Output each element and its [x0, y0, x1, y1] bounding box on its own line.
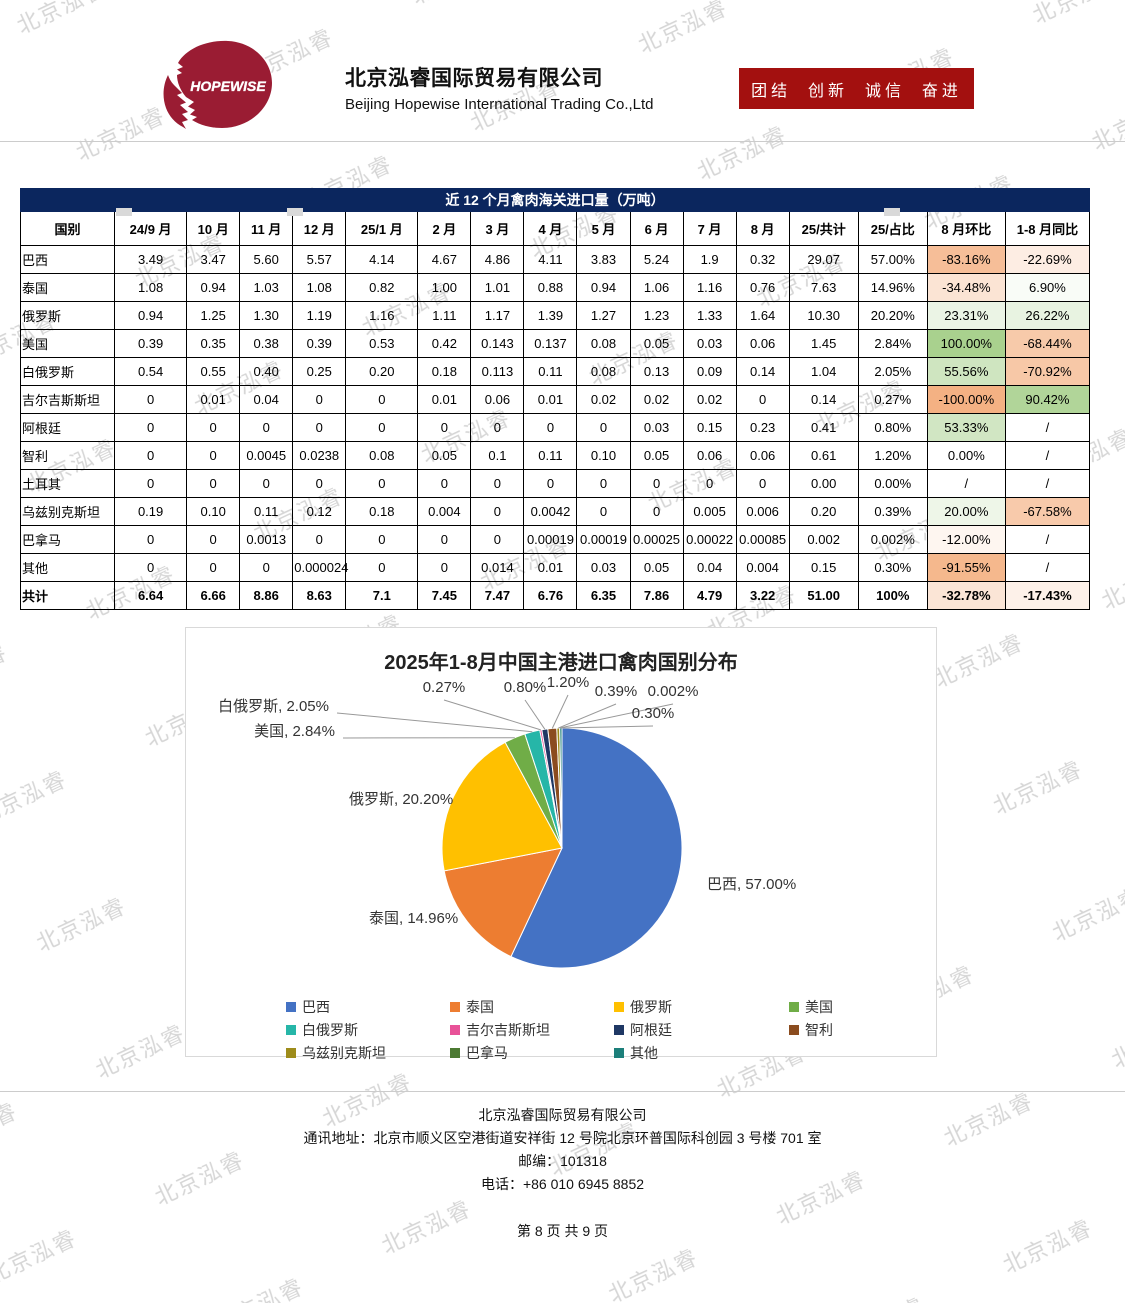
svg-text:0.30%: 0.30%: [632, 705, 675, 722]
svg-text:美国, 2.84%: 美国, 2.84%: [254, 723, 335, 740]
svg-text:0.002%: 0.002%: [648, 683, 699, 700]
svg-text:0.39%: 0.39%: [595, 683, 638, 700]
svg-text:泰国, 14.96%: 泰国, 14.96%: [369, 910, 458, 927]
svg-text:白俄罗斯, 2.05%: 白俄罗斯, 2.05%: [218, 698, 329, 715]
svg-text:0.80%: 0.80%: [504, 679, 547, 696]
svg-text:巴西, 57.00%: 巴西, 57.00%: [707, 876, 796, 893]
svg-text:1.20%: 1.20%: [547, 675, 590, 691]
svg-text:0.27%: 0.27%: [423, 679, 466, 696]
svg-text:HOPEWISE: HOPEWISE: [190, 78, 266, 94]
svg-text:俄罗斯, 20.20%: 俄罗斯, 20.20%: [349, 791, 453, 808]
